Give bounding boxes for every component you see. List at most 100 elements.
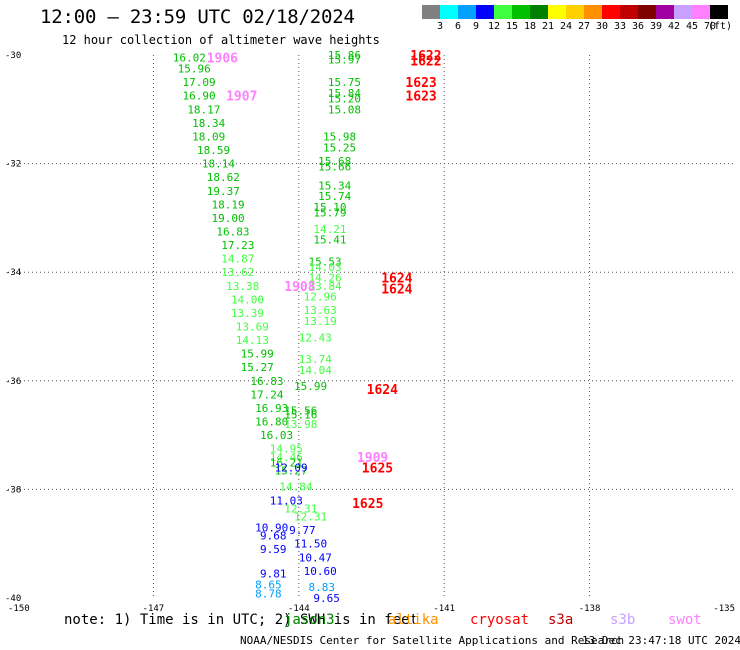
wave-height-value: 15.74 <box>318 190 351 203</box>
footer-note: note: 1) Time is in UTC; 2) SWH is in fe… <box>64 612 419 628</box>
wave-height-value: 15.08 <box>328 103 361 116</box>
wave-height-value: 16.83 <box>250 375 283 388</box>
wave-height-value: 15.68 <box>318 155 351 168</box>
scale-label: 45 <box>685 21 699 32</box>
scale-swatch <box>602 5 620 19</box>
scale-label: 12 <box>487 21 501 32</box>
wave-height-value: 14.95 <box>270 443 303 456</box>
wave-height-value: 9.81 <box>260 568 287 581</box>
wave-height-value: 13.84 <box>308 280 341 293</box>
lat-tick-label: -38 <box>5 485 21 495</box>
wave-height-value: 15.79 <box>313 206 346 219</box>
scale-label: 18 <box>523 21 537 32</box>
wave-height-value: 13.38 <box>226 280 259 293</box>
lon-tick-label: -141 <box>433 604 455 614</box>
wave-height-value: 15.10 <box>313 201 346 214</box>
track-time-label: 1624 <box>381 282 412 297</box>
wave-height-value: 19.00 <box>212 212 245 225</box>
wave-height-value: 15.99 <box>294 380 327 393</box>
wave-height-value: 13.63 <box>304 304 337 317</box>
scale-label: 9 <box>472 21 480 32</box>
lat-tick-label: -32 <box>5 160 21 170</box>
wave-height-value: 16.83 <box>216 225 249 238</box>
wave-height-value: 15.56 <box>284 405 317 418</box>
wave-height-value: 12.96 <box>304 291 337 304</box>
wave-height-value: 17.24 <box>250 388 283 401</box>
wave-height-value: 18.59 <box>197 144 230 157</box>
wave-height-value: 14.03 <box>308 261 341 274</box>
scale-swatch <box>548 5 566 19</box>
wave-height-value: 14.21 <box>313 223 346 236</box>
wave-height-value: 9.77 <box>289 524 316 537</box>
wave-height-value: 14.04 <box>299 364 332 377</box>
wave-height-value: 15.84 <box>328 87 361 100</box>
wave-height-value: 13.62 <box>221 266 254 279</box>
scale-swatch <box>476 5 494 19</box>
wave-height-value: 13.19 <box>304 315 337 328</box>
scale-swatch <box>638 5 656 19</box>
scale-label: 33 <box>613 21 627 32</box>
lat-tick-label: -40 <box>5 594 21 604</box>
scale-unit-label: (ft) <box>707 21 733 32</box>
scale-swatch <box>620 5 638 19</box>
wave-height-value: 13.39 <box>231 307 264 320</box>
wave-height-value: 12.09 <box>275 462 308 475</box>
lat-tick-label: -36 <box>5 377 21 387</box>
track-time-label: 1907 <box>226 90 257 105</box>
track-time-label: 1622 <box>410 49 441 64</box>
track-time-label: 1623 <box>405 76 436 91</box>
scale-label: 70 <box>703 21 717 32</box>
lat-tick-label: -34 <box>5 268 21 278</box>
track-time-label: 1909 <box>357 451 388 466</box>
wave-height-value: 15.27 <box>275 464 308 477</box>
wave-height-value: 18.14 <box>202 158 235 171</box>
scale-swatch <box>422 5 440 19</box>
credit-line: NOAA/NESDIS Center for Satellite Applica… <box>240 634 625 647</box>
scale-label: 15 <box>505 21 519 32</box>
scale-label: 24 <box>559 21 573 32</box>
wave-height-value: 15.27 <box>241 361 274 374</box>
wave-height-value: 15.20 <box>328 92 361 105</box>
wave-height-value: 18.17 <box>187 103 220 116</box>
lon-tick-label: -138 <box>579 604 601 614</box>
wave-height-value: 18.34 <box>192 117 225 130</box>
page-title: 12:00 – 23:59 UTC 02/18/2024 <box>40 6 355 28</box>
scale-swatch <box>494 5 512 19</box>
scale-swatch <box>674 5 692 19</box>
wave-height-value: 13.74 <box>299 353 332 366</box>
wave-height-value: 15.41 <box>313 234 346 247</box>
wave-height-value: 15.98 <box>323 130 356 143</box>
wave-height-value: 11.03 <box>270 494 303 507</box>
scale-swatch <box>512 5 530 19</box>
track-time-label: 1908 <box>284 280 315 295</box>
satellite-legend-item: swot <box>668 612 702 628</box>
scale-swatch <box>458 5 476 19</box>
wave-height-value: 15.99 <box>241 348 274 361</box>
satellite-legend-item: s3a <box>548 612 574 628</box>
satellite-legend-item: altika <box>388 612 439 628</box>
wave-height-value: 13.69 <box>236 321 269 334</box>
wave-height-value: 18.09 <box>192 130 225 143</box>
wave-height-value: 17.23 <box>221 239 254 252</box>
generation-timestamp: 13 Dec 23:47:18 UTC 2024 <box>582 634 740 647</box>
track-time-label: 1906 <box>207 52 238 67</box>
wave-height-value: 11.50 <box>294 538 327 551</box>
scale-label: 3 <box>436 21 444 32</box>
wave-height-value: 14.26 <box>308 272 341 285</box>
scale-label: 42 <box>667 21 681 32</box>
scale-label: 6 <box>454 21 462 32</box>
scale-swatch <box>710 5 728 19</box>
wave-height-value: 14.00 <box>231 293 264 306</box>
scale-swatch <box>530 5 548 19</box>
lon-tick-label: -135 <box>713 604 735 614</box>
wave-height-value: 9.59 <box>260 543 287 556</box>
wave-height-value: 12.31 <box>294 511 327 524</box>
scale-swatch <box>440 5 458 19</box>
wave-height-value: 10.90 <box>255 521 288 534</box>
wave-height-value: 10.47 <box>299 551 332 564</box>
satellite-legend-item: jason3 <box>284 612 335 628</box>
wave-height-value: 15.25 <box>323 141 356 154</box>
wave-height-value: 16.21 <box>270 456 303 469</box>
wave-height-value: 15.53 <box>308 255 341 268</box>
